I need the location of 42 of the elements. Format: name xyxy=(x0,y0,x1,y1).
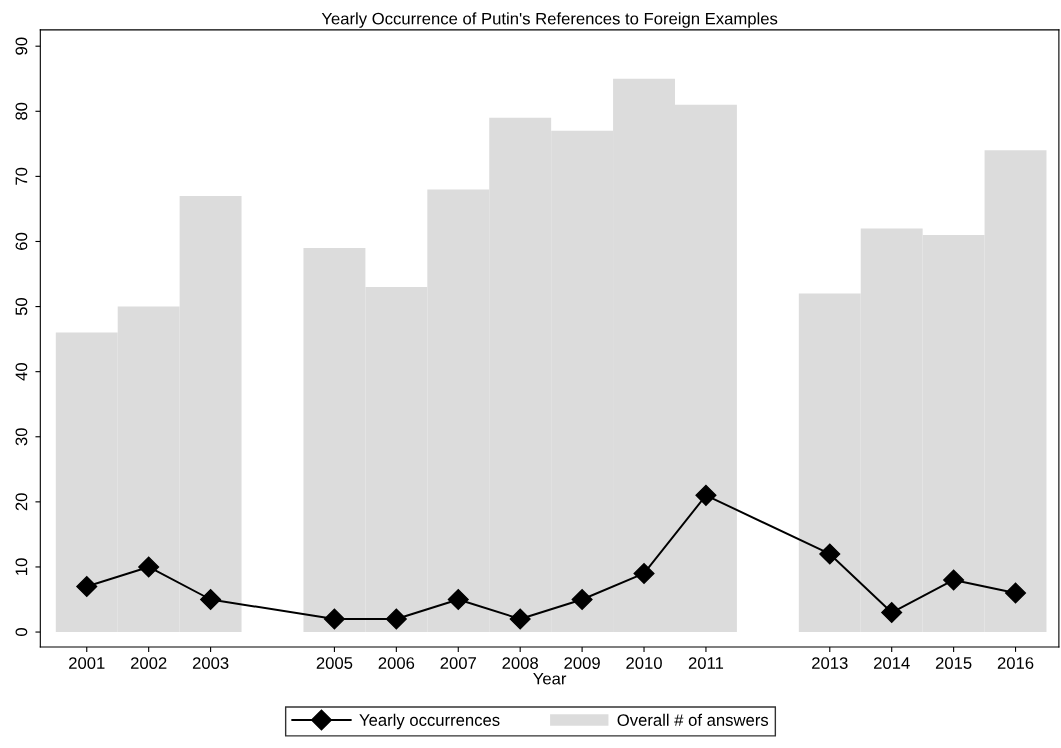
y-tick-label: 10 xyxy=(15,558,28,575)
x-tick-label: 2016 xyxy=(997,657,1034,669)
y-tick-label: 0 xyxy=(15,628,28,637)
x-tick-label: 2010 xyxy=(626,657,662,669)
y-tick-label: 90 xyxy=(15,37,28,55)
point xyxy=(323,608,345,630)
x-axis-title: Year xyxy=(533,672,567,685)
point xyxy=(571,588,593,611)
y-tick-label: 70 xyxy=(15,167,28,185)
point xyxy=(819,543,841,565)
x-tick-label: 2006 xyxy=(378,657,415,669)
point xyxy=(1005,582,1027,604)
y-tick-label: 40 xyxy=(15,363,28,381)
y-tick-label: 60 xyxy=(15,232,28,250)
x-tick-label: 2013 xyxy=(812,657,848,669)
x-tick-label: 2014 xyxy=(874,657,910,669)
y-tick-label: 80 xyxy=(15,102,28,120)
x-tick-label: 2005 xyxy=(316,657,353,669)
x-tick-label: 2007 xyxy=(440,657,476,669)
legend-label: Overall # of answers xyxy=(617,713,769,726)
chart-title: Yearly Occurrence of Putin's References to Foreign Examples xyxy=(321,12,778,28)
y-tick-label: 20 xyxy=(15,493,28,511)
x-tick-label: 2008 xyxy=(502,657,538,669)
x-tick-label: 2011 xyxy=(688,657,724,669)
point xyxy=(385,608,407,630)
legend-label: Yearly occurrences xyxy=(359,713,500,730)
point xyxy=(138,556,160,578)
x-tick-label: 2002 xyxy=(130,657,167,669)
point xyxy=(200,588,222,611)
x-tick-label: 2001 xyxy=(69,657,105,669)
point xyxy=(76,575,98,597)
x-tick-label: 2003 xyxy=(192,657,229,669)
point xyxy=(943,569,965,591)
point xyxy=(695,484,717,506)
x-tick-label: 2015 xyxy=(935,657,972,669)
point xyxy=(447,588,469,611)
point xyxy=(881,602,903,624)
y-tick-label: 50 xyxy=(15,297,28,316)
point xyxy=(509,608,531,630)
y-tick-label: 30 xyxy=(15,428,28,446)
x-tick-label: 2009 xyxy=(564,657,600,669)
point xyxy=(633,562,655,584)
